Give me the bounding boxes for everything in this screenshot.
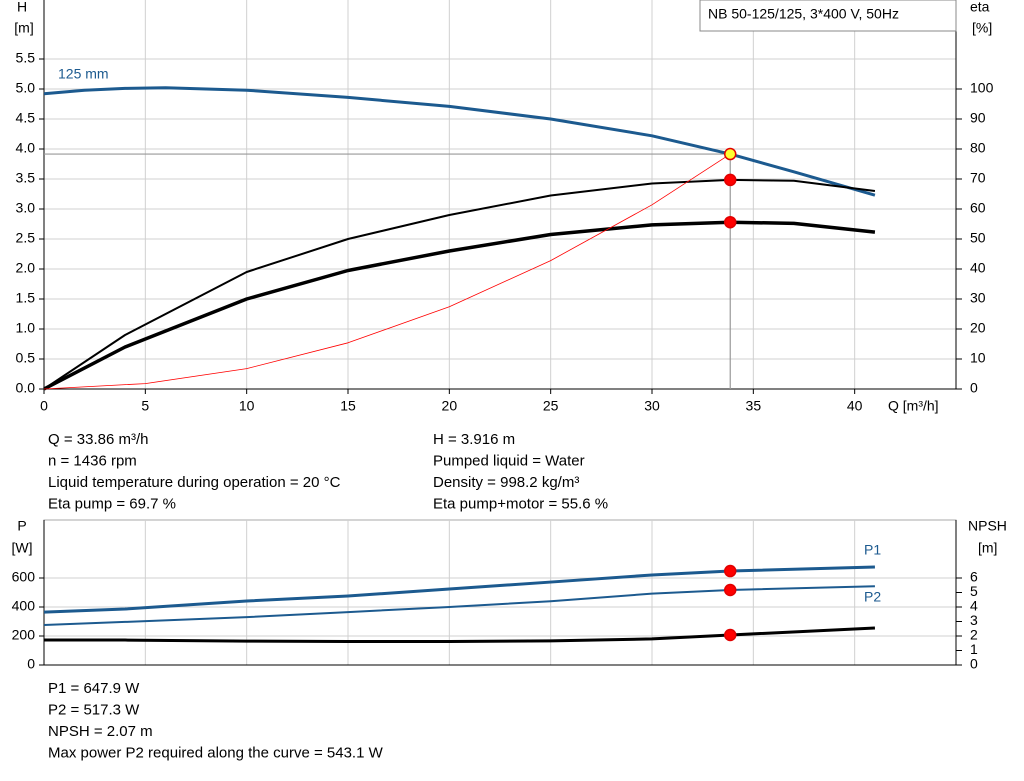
- series-line: [43, 220, 876, 391]
- y2-tick-label: 4: [970, 598, 978, 614]
- plot-frame: [43, 0, 957, 390]
- series-line: [44, 626, 876, 644]
- series-line: [43, 86, 876, 197]
- y-tick-label: 200: [12, 627, 36, 643]
- info-line: P2 = 517.3 W: [48, 701, 140, 718]
- info-line: n = 1436 rpm: [48, 452, 137, 469]
- info-line: NPSH = 2.07 m: [48, 723, 153, 740]
- x-tick-label: 20: [442, 398, 458, 414]
- y-tick-label: 1.5: [16, 290, 36, 306]
- y-tick-label: 0.0: [16, 380, 36, 396]
- y2-axis-label: eta: [970, 0, 990, 15]
- y-tick-label: 400: [12, 598, 36, 614]
- series-line: [43, 565, 875, 614]
- y-tick-label: 1.0: [16, 320, 36, 336]
- y-tick-label: 4.0: [16, 140, 36, 156]
- y-tick-label: 600: [12, 569, 36, 585]
- series-line: [43, 178, 876, 390]
- y-tick-label: 3.0: [16, 200, 36, 216]
- y2-tick-label: 30: [970, 290, 986, 306]
- y2-tick-label: 70: [970, 170, 986, 186]
- x-tick-label: 25: [543, 398, 559, 414]
- duty-point: [723, 173, 737, 187]
- duty-point: [723, 583, 737, 597]
- title-box: [699, 0, 957, 32]
- x-tick-label: 40: [847, 398, 863, 414]
- series-label: 125 mm: [58, 66, 109, 82]
- y-axis-label: P: [17, 518, 26, 534]
- y2-axis-label: NPSH: [968, 518, 1007, 534]
- x-tick-label: 0: [40, 398, 48, 414]
- y2-tick-label: 0: [970, 656, 978, 672]
- y-tick-label: 0: [27, 656, 35, 672]
- series-line: [43, 585, 875, 626]
- x-tick-label: 10: [239, 398, 255, 414]
- info-line: Eta pump+motor = 55.6 %: [433, 495, 608, 512]
- duty-point: [723, 215, 737, 229]
- y-tick-label: 4.5: [16, 110, 36, 126]
- x-tick-label: 30: [644, 398, 660, 414]
- y2-tick-label: 5: [970, 583, 978, 599]
- info-line: Eta pump = 69.7 %: [48, 495, 176, 512]
- plot-frame: [43, 519, 957, 666]
- y-tick-label: 5.5: [16, 50, 36, 66]
- y-tick-label: 2.5: [16, 230, 36, 246]
- y-axis-unit: [m]: [14, 20, 33, 36]
- x-tick-label: 15: [340, 398, 356, 414]
- info-line: H = 3.916 m: [433, 431, 515, 448]
- y2-tick-label: 90: [970, 110, 986, 126]
- duty-point: [723, 628, 737, 642]
- y-tick-label: 2.0: [16, 260, 36, 276]
- info-line: Pumped liquid = Water: [433, 452, 585, 469]
- y2-tick-label: 20: [970, 320, 986, 336]
- x-tick-label: 35: [746, 398, 762, 414]
- y2-tick-label: 60: [970, 200, 986, 216]
- y-tick-label: 3.5: [16, 170, 36, 186]
- y-axis-unit: [W]: [12, 540, 33, 556]
- info-line: Max power P2 required along the curve = …: [48, 744, 384, 761]
- y2-tick-label: 1: [970, 641, 978, 657]
- series-label: P1: [864, 542, 881, 558]
- y2-axis-unit: [m]: [978, 540, 997, 556]
- y2-tick-label: 3: [970, 612, 978, 628]
- plot: 0 5 10 15 20 25 30 35 40 0.0 0.5 1.0 1.5 2.0 2.5 3.0 3.5…: [14, 0, 994, 512]
- chart-title: NB 50-125/125, 3*400 V, 50Hz: [708, 6, 899, 22]
- info-line: Q = 33.86 m³/h: [48, 431, 148, 448]
- y2-tick-label: 40: [970, 260, 986, 276]
- series-label: P2: [864, 589, 881, 605]
- x-axis-label: Q [m³/h]: [888, 398, 939, 414]
- info-line: P1 = 647.9 W: [48, 680, 140, 697]
- y2-tick-label: 6: [970, 569, 978, 585]
- duty-point: [723, 147, 737, 161]
- y-tick-label: 0.5: [16, 350, 36, 366]
- y2-axis-unit: [%]: [972, 20, 992, 36]
- duty-point: [723, 564, 737, 578]
- x-tick-label: 5: [141, 398, 149, 414]
- y2-tick-label: 50: [970, 230, 986, 246]
- y2-tick-label: 80: [970, 140, 986, 156]
- y-tick-label: 5.0: [16, 80, 36, 96]
- y2-tick-label: 10: [970, 350, 986, 366]
- y2-tick-label: 0: [970, 380, 978, 396]
- series-line: [43, 153, 731, 390]
- y2-tick-label: 100: [970, 80, 994, 96]
- info-line: Density = 998.2 kg/m³: [433, 474, 579, 491]
- y2-tick-label: 2: [970, 627, 978, 643]
- y-axis-label: H: [17, 0, 27, 15]
- info-line: Liquid temperature during operation = 20…: [48, 474, 341, 491]
